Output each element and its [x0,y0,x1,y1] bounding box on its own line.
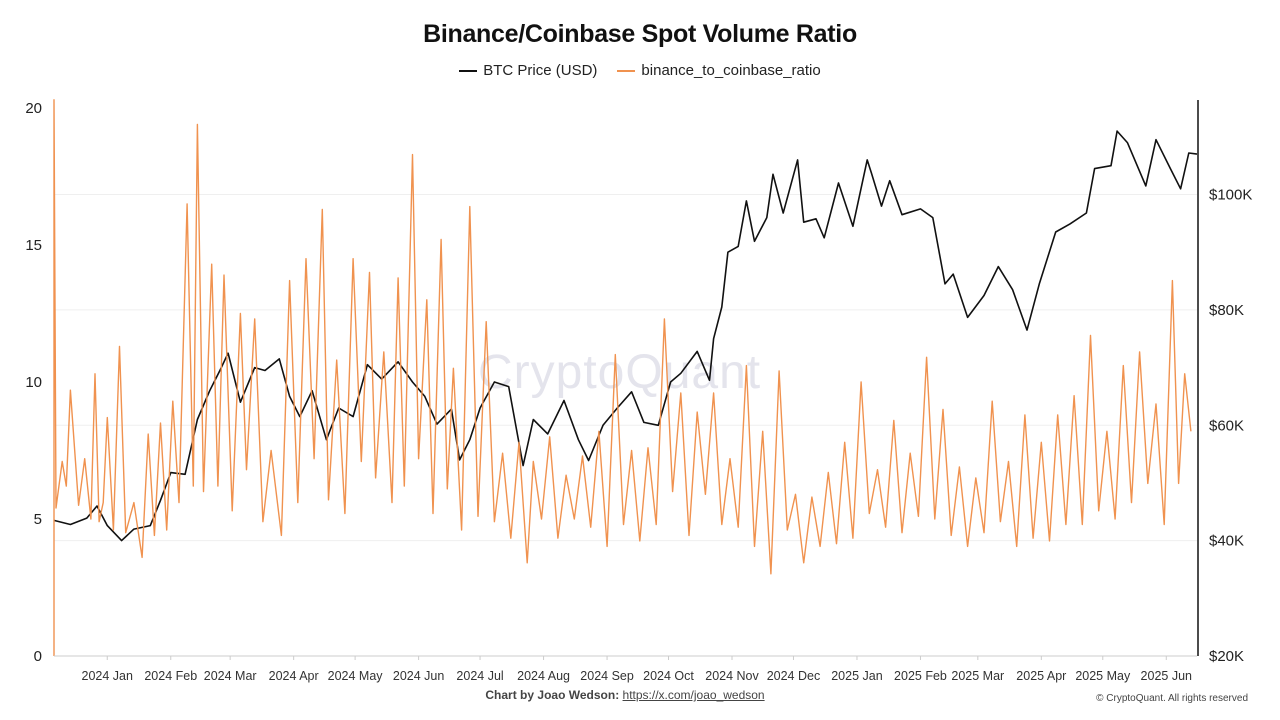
x-tick-7: 2024 Aug [517,669,570,683]
x-tick-0: 2024 Jan [82,669,133,683]
y-left-tick-4: 20 [25,100,42,117]
legend-label-btc-price: BTC Price (USD) [483,62,598,79]
credit-label: Chart by Joao Wedson: [485,688,620,702]
x-tick-14: 2025 Mar [951,669,1004,683]
series-lines [53,99,1198,656]
series-line-0 [53,130,1198,542]
y-left-tick-3: 15 [25,237,42,254]
series-line-1 [53,99,1192,656]
legend-label-ratio: binance_to_coinbase_ratio [641,62,821,79]
x-tick-3: 2024 Apr [269,669,319,683]
y-right-tick-4: $100K [1209,187,1252,204]
chart-title: Binance/Coinbase Spot Volume Ratio [423,20,857,48]
x-tick-1: 2024 Feb [144,669,197,683]
y-left-tick-0: 0 [34,648,42,665]
x-tick-9: 2024 Oct [643,669,694,683]
y-right-tick-0: $20K [1209,648,1244,665]
x-tick-17: 2025 Jun [1141,669,1192,683]
y-right-tick-1: $40K [1209,533,1244,550]
legend-item-btc-price[interactable]: BTC Price (USD) [459,62,597,79]
copyright-notice: © CryptoQuant. All rights reserved [1096,693,1248,704]
x-tick-4: 2024 May [328,669,384,683]
x-tick-8: 2024 Sep [580,669,634,683]
legend-swatch-btc-price [459,69,478,72]
chart-credit: Chart by Joao Wedson: https://x.com/joao… [0,688,1250,702]
y-right-tick-2: $60K [1209,417,1244,434]
x-tick-11: 2024 Dec [767,669,821,683]
x-tick-15: 2025 Apr [1016,669,1066,683]
x-tick-16: 2025 May [1075,669,1131,683]
watermark: CryptoQuant [478,346,762,399]
legend-swatch-ratio [617,69,636,72]
x-tick-13: 2025 Feb [894,669,947,683]
x-tick-5: 2024 Jun [393,669,444,683]
y-left-tick-2: 10 [25,374,42,391]
legend-item-ratio[interactable]: binance_to_coinbase_ratio [617,62,821,79]
x-tick-2: 2024 Mar [204,669,257,683]
x-tick-12: 2025 Jan [831,669,882,683]
y-left-tick-1: 5 [34,511,42,528]
axes: 0 5 10 15 20 $20K $40K $60K $80K $100K 2024 Jan 202… [25,100,1252,683]
y-right-tick-3: $80K [1209,302,1244,319]
legend: BTC Price (USD) binance_to_coinbase_rati… [0,62,1280,79]
x-tick-10: 2024 Nov [705,669,759,683]
credit-link[interactable]: https://x.com/joao_wedson [622,688,765,702]
x-tick-6: 2024 Jul [456,669,503,683]
